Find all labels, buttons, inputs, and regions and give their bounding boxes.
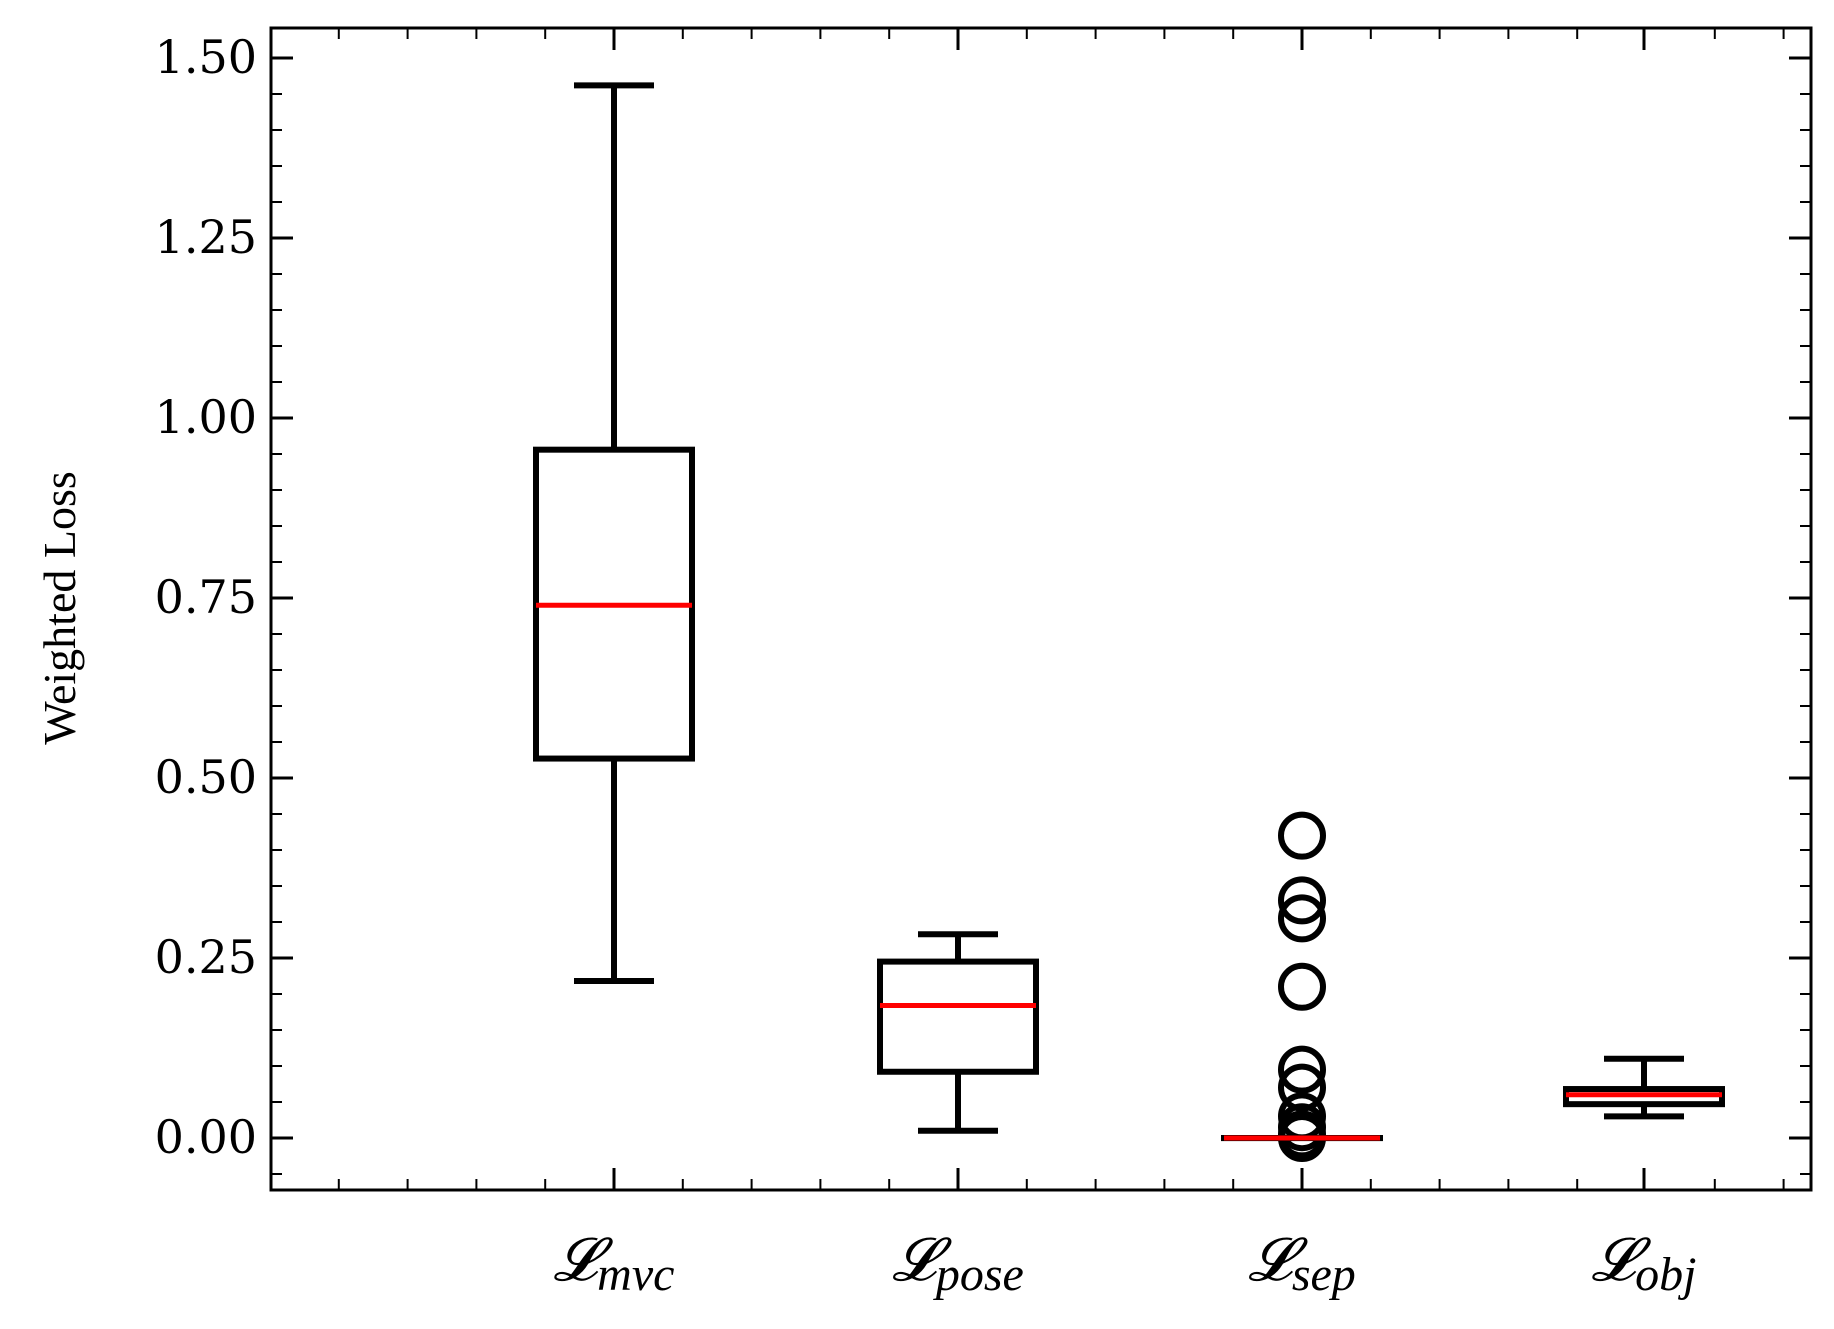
- y-tick-label: 0.50: [155, 750, 257, 804]
- outlier-point: [1278, 962, 1326, 1011]
- y-tick-label: 1.25: [155, 210, 257, 264]
- plot-frame: [269, 26, 1813, 1192]
- x-tick-label: 𝓛sep: [1248, 1227, 1356, 1301]
- outlier-point: [1278, 811, 1326, 860]
- y-tick-label: 1.00: [155, 390, 257, 444]
- outlier-point: [1278, 876, 1326, 925]
- y-tick-label: 0.75: [155, 570, 257, 624]
- x-tick-label: 𝓛mvc: [554, 1227, 675, 1301]
- y-tick-label: 0.00: [155, 1110, 257, 1164]
- plot-area: 0.00 0.25 0.50 0.75 1.00 1.25 1.50 𝓛mvc 𝓛pose 𝓛se…: [155, 28, 1811, 1301]
- y-tick-label: 1.50: [155, 30, 257, 84]
- box: [877, 958, 1039, 1075]
- x-tick-label: 𝓛obj: [1592, 1227, 1697, 1301]
- x-tick-label: 𝓛pose: [892, 1227, 1024, 1301]
- outlier-point: [1278, 1045, 1326, 1094]
- y-axis-label: Weighted Loss: [34, 471, 85, 745]
- outlier-point: [1278, 894, 1326, 943]
- y-tick-label: 0.25: [155, 930, 257, 984]
